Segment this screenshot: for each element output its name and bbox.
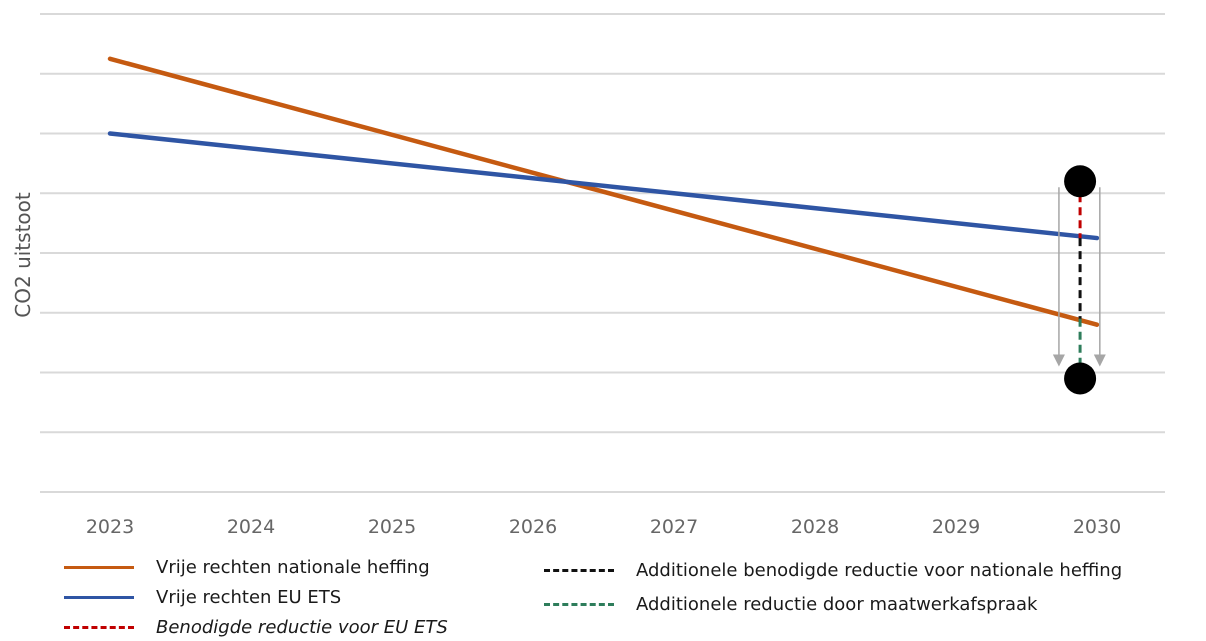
- legend-label: Vrije rechten EU ETS: [156, 587, 342, 608]
- legend-swatch-eu-ets: [64, 596, 134, 599]
- legend-swatch-nationale-heffing: [64, 566, 134, 569]
- legend-item-maatwerkafspraak: Additionele reductie door maatwerkafspra…: [544, 594, 1037, 615]
- legend-item-benodigde-reductie: Benodigde reductie voor EU ETS: [64, 617, 448, 638]
- legend-item-eu-ets: Vrije rechten EU ETS: [64, 587, 341, 608]
- x-tick-label: 2024: [227, 516, 275, 538]
- annotations-layer: [1052, 165, 1106, 395]
- legend-item-nationale-heffing: Vrije rechten nationale heffing: [64, 557, 430, 578]
- legend-label: Additionele reductie door maatwerkafspra…: [636, 594, 1038, 615]
- x-axis-ticks: 2023 2024 2025 2026 2027 2028 2029 2030: [86, 516, 1121, 538]
- x-tick-label: 2027: [650, 516, 698, 538]
- y-axis-label: CO2 uitstoot: [11, 192, 35, 318]
- legend-label: Additionele benodigde reductie voor nati…: [636, 560, 1123, 581]
- legend-item-additionele-benodigde: Additionele benodigde reductie voor nati…: [544, 560, 1122, 581]
- x-tick-label: 2026: [509, 516, 557, 538]
- legend-swatch-benodigde-reductie: [64, 626, 134, 629]
- x-tick-label: 2025: [368, 516, 416, 538]
- series-line-0: [107, 56, 1100, 327]
- x-tick-label: 2029: [932, 516, 980, 538]
- legend-swatch-additionele-benodigde: [544, 569, 614, 572]
- series-line-1: [107, 131, 1100, 241]
- x-tick-label: 2030: [1073, 516, 1121, 538]
- x-tick-label: 2028: [791, 516, 839, 538]
- marker-dot: [1064, 165, 1097, 198]
- line-chart: 2023 2024 2025 2026 2027 2028 2029 2030 CO2 uit…: [11, 13, 1165, 538]
- legend-swatch-maatwerkafspraak: [544, 603, 614, 606]
- series-layer: [107, 56, 1100, 379]
- x-tick-label: 2023: [86, 516, 134, 538]
- legend-label: Benodigde reductie voor EU ETS: [156, 617, 448, 638]
- legend-label: Vrije rechten nationale heffing: [156, 557, 430, 578]
- marker-dot: [1064, 362, 1097, 395]
